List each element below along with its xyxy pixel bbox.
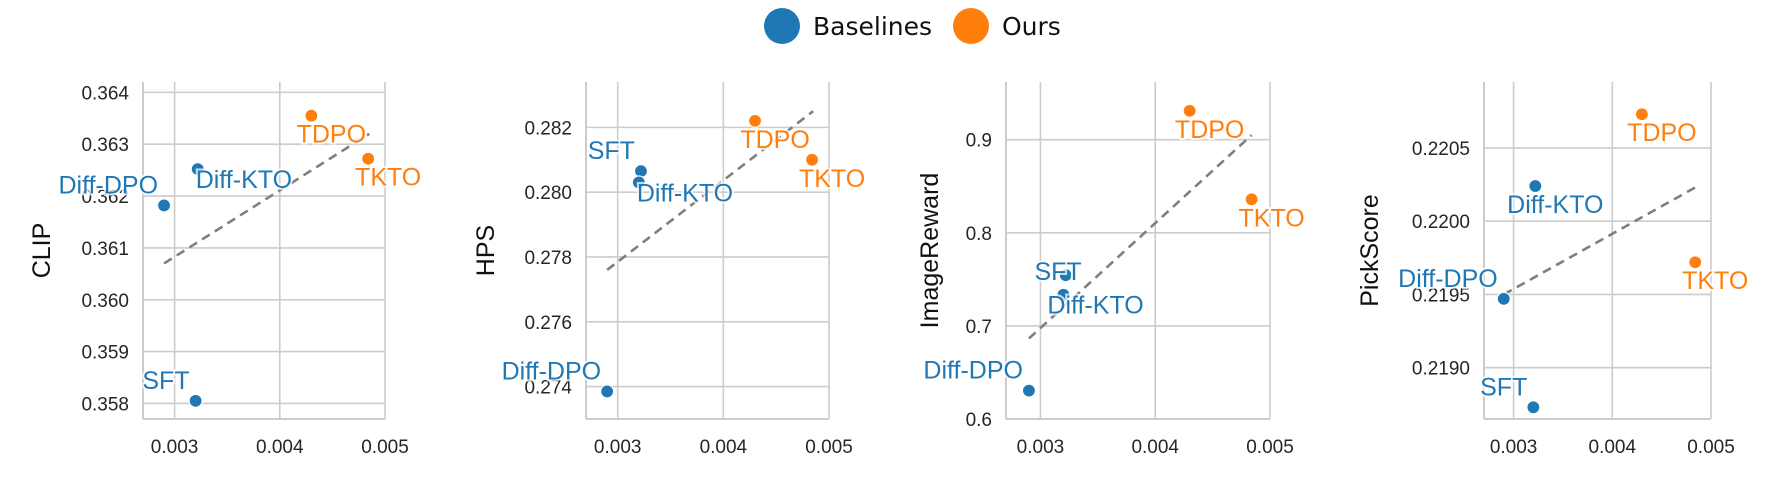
chart-pickscore: 0.2190 0.2195 0.2200 0.2205 0.003 0.004 0.005 P… bbox=[1356, 82, 1750, 458]
data-label-diff-kto: Diff-KTO bbox=[637, 179, 733, 207]
y-tick-label: 0.2200 bbox=[1412, 212, 1470, 233]
y-tick-label: 0.8 bbox=[966, 224, 992, 245]
y-axis-label: ImageReward bbox=[916, 173, 944, 329]
data-label-diff-dpo: Diff-DPO bbox=[58, 171, 158, 199]
trend-line bbox=[606, 110, 814, 271]
point-sft bbox=[633, 164, 649, 179]
data-label-diff-dpo: Diff-DPO bbox=[1398, 265, 1498, 293]
y-tick-label: 0.2205 bbox=[1412, 139, 1470, 160]
point-sft bbox=[1058, 268, 1073, 283]
y-axis-label: CLIP bbox=[28, 223, 56, 279]
data-label-sft: SFT bbox=[1480, 373, 1527, 401]
data-label-tdpo: TDPO bbox=[1175, 116, 1244, 144]
x-tick-label: 0.003 bbox=[594, 437, 642, 458]
data-label-diff-dpo: Diff-DPO bbox=[923, 357, 1023, 385]
y-tick-label: 0.280 bbox=[524, 183, 572, 204]
point-diff-kto bbox=[631, 175, 646, 190]
point-tkto bbox=[1244, 192, 1259, 207]
data-label-diff-kto: Diff-KTO bbox=[196, 166, 292, 194]
point-tkto bbox=[804, 152, 820, 167]
y-tick-label: 0.6 bbox=[966, 410, 992, 431]
point-diff-dpo bbox=[600, 384, 615, 399]
data-label-diff-dpo: Diff-DPO bbox=[502, 357, 602, 385]
y-tick-label: 0.359 bbox=[81, 343, 129, 364]
point-tdpo bbox=[1634, 107, 1650, 122]
x-tick-label: 0.005 bbox=[1687, 437, 1735, 458]
point-diff-kto bbox=[1056, 287, 1071, 302]
legend-marker-ours bbox=[953, 8, 989, 44]
x-tick-label: 0.003 bbox=[1017, 437, 1065, 458]
y-tick-label: 0.364 bbox=[81, 83, 129, 104]
chart-imagereward: 0.6 0.7 0.8 0.9 0.003 0.004 0.005 ImageReward Di… bbox=[916, 82, 1307, 458]
point-tdpo bbox=[304, 108, 319, 123]
y-tick-label: 0.361 bbox=[81, 239, 129, 260]
data-label-tkto: TKTO bbox=[799, 165, 865, 193]
y-tick-label: 0.358 bbox=[81, 394, 129, 415]
trend-line bbox=[163, 132, 370, 265]
chart-clip: 0.358 0.359 0.360 0.361 0.362 0.363 0.364 0.003… bbox=[28, 82, 423, 458]
y-axis-label: HPS bbox=[472, 225, 500, 276]
point-sft bbox=[1526, 400, 1541, 415]
x-tick-label: 0.003 bbox=[1490, 437, 1538, 458]
y-tick-label: 0.278 bbox=[524, 248, 572, 269]
point-diff-dpo bbox=[1496, 291, 1511, 306]
y-tick-label: 0.360 bbox=[81, 291, 129, 312]
legend: Baselines Ours bbox=[0, 6, 1776, 46]
point-diff-dpo bbox=[156, 198, 172, 213]
legend-label-baselines: Baselines bbox=[813, 12, 933, 41]
y-tick-label: 0.2195 bbox=[1412, 285, 1470, 306]
y-tick-label: 0.276 bbox=[524, 313, 572, 334]
trend-line bbox=[1503, 186, 1696, 296]
y-tick-label: 0.7 bbox=[966, 317, 992, 338]
data-label-tdpo: TDPO bbox=[740, 126, 809, 154]
y-tick-label: 0.2190 bbox=[1412, 359, 1470, 380]
point-tdpo bbox=[1182, 103, 1197, 118]
x-tick-label: 0.005 bbox=[361, 437, 409, 458]
data-label-diff-kto: Diff-KTO bbox=[1047, 292, 1143, 320]
data-label-tkto: TKTO bbox=[1682, 267, 1748, 295]
x-tick-label: 0.004 bbox=[1589, 437, 1637, 458]
x-tick-label: 0.004 bbox=[256, 437, 304, 458]
point-tkto bbox=[361, 151, 376, 166]
data-label-diff-kto: Diff-KTO bbox=[1507, 191, 1603, 219]
point-diff-kto bbox=[190, 162, 205, 177]
y-tick-label: 0.282 bbox=[524, 118, 572, 139]
data-label-tdpo: TDPO bbox=[297, 121, 366, 149]
y-axis-label: PickScore bbox=[1356, 194, 1384, 307]
chart-hps: 0.274 0.276 0.278 0.280 0.282 0.003 0.004 0.005… bbox=[472, 82, 867, 458]
x-tick-label: 0.005 bbox=[805, 437, 853, 458]
x-tick-label: 0.004 bbox=[1131, 437, 1179, 458]
data-label-sft: SFT bbox=[1034, 258, 1081, 286]
point-diff-dpo bbox=[1021, 383, 1037, 398]
data-label-sft: SFT bbox=[588, 137, 635, 165]
y-tick-label: 0.9 bbox=[966, 131, 992, 152]
point-sft bbox=[188, 393, 203, 408]
y-tick-label: 0.363 bbox=[81, 135, 129, 156]
x-tick-label: 0.004 bbox=[700, 437, 748, 458]
data-label-tkto: TKTO bbox=[355, 164, 421, 192]
x-tick-label: 0.003 bbox=[151, 437, 199, 458]
point-tkto bbox=[1688, 255, 1703, 270]
data-label-tkto: TKTO bbox=[1239, 204, 1305, 232]
point-diff-kto bbox=[1528, 178, 1543, 194]
legend-label-ours: Ours bbox=[1002, 12, 1061, 41]
y-tick-label: 0.274 bbox=[524, 378, 572, 399]
point-tdpo bbox=[747, 113, 763, 128]
y-tick-label: 0.362 bbox=[81, 187, 129, 208]
data-label-tdpo: TDPO bbox=[1627, 119, 1696, 147]
x-tick-label: 0.005 bbox=[1246, 437, 1294, 458]
trend-line bbox=[1028, 134, 1253, 340]
data-label-sft: SFT bbox=[142, 367, 189, 395]
legend-marker-baselines bbox=[764, 8, 800, 44]
